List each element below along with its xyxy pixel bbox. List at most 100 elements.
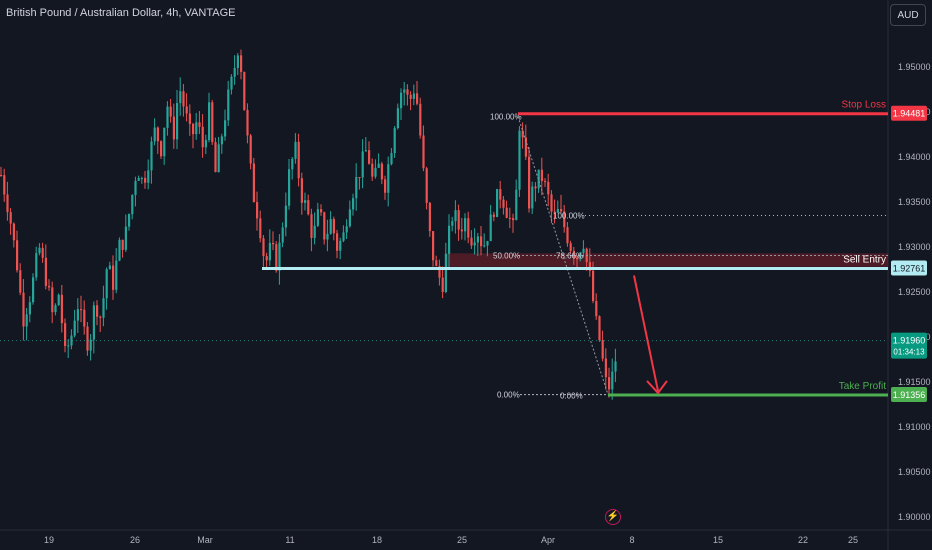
y-tick-label: 1.92500 xyxy=(898,287,931,297)
candle xyxy=(252,163,255,203)
projection-arrow xyxy=(633,275,659,392)
candle xyxy=(323,212,326,240)
candle xyxy=(428,202,431,232)
current-price-tag xyxy=(891,332,927,359)
candle xyxy=(198,122,201,127)
x-tick-label: 26 xyxy=(130,535,140,545)
candle xyxy=(508,217,511,219)
candle xyxy=(281,227,284,243)
candle xyxy=(448,225,451,254)
candle xyxy=(16,240,19,271)
candle xyxy=(0,175,3,176)
candle xyxy=(188,113,191,124)
take-profit-price: 1.91356 xyxy=(893,390,926,400)
candle xyxy=(288,169,291,206)
candle xyxy=(76,309,79,321)
candle xyxy=(355,177,358,199)
current-price: 1.91960 xyxy=(893,336,926,346)
candle xyxy=(118,239,121,261)
x-tick-label: 18 xyxy=(372,535,382,545)
candle xyxy=(579,252,582,260)
candle xyxy=(566,227,569,244)
candle xyxy=(339,240,342,251)
candle xyxy=(544,181,547,183)
candle xyxy=(224,120,227,137)
candle xyxy=(89,339,92,351)
candle xyxy=(92,305,95,340)
candle xyxy=(361,151,364,178)
y-tick-label: 1.90000 xyxy=(898,512,931,522)
candle xyxy=(121,239,124,250)
x-tick-label: 22 xyxy=(798,535,808,545)
candle xyxy=(32,277,35,303)
candle xyxy=(380,163,383,180)
candle xyxy=(105,269,108,299)
candle xyxy=(172,116,175,140)
x-tick-label: Mar xyxy=(197,535,213,545)
candle xyxy=(598,316,601,341)
candle xyxy=(505,207,508,218)
candle xyxy=(48,285,51,288)
x-tick-label: 19 xyxy=(44,535,54,545)
candle xyxy=(233,68,236,77)
candle xyxy=(57,294,60,306)
candle xyxy=(572,250,575,258)
candle xyxy=(377,163,380,168)
candle xyxy=(259,218,262,239)
candle xyxy=(153,127,156,142)
candle xyxy=(80,309,83,311)
x-tick-label: Apr xyxy=(541,535,555,545)
flash-icon[interactable]: ⚡ xyxy=(605,509,621,525)
candle xyxy=(227,89,230,121)
candle xyxy=(163,127,166,157)
candle xyxy=(307,200,310,215)
candle xyxy=(432,231,435,261)
candle xyxy=(473,242,476,246)
sell-entry-price: 1.92761 xyxy=(893,264,926,274)
sell-entry-price-tag xyxy=(891,260,927,276)
candle xyxy=(284,205,287,228)
candle xyxy=(374,167,377,177)
candle xyxy=(41,247,44,258)
candle xyxy=(611,371,614,390)
projection-arrowhead xyxy=(646,380,668,395)
candle xyxy=(275,244,278,271)
candle xyxy=(156,127,159,142)
candle xyxy=(185,106,188,114)
candle xyxy=(444,253,447,292)
candle xyxy=(9,212,12,224)
candle xyxy=(467,218,470,238)
candle xyxy=(204,140,207,148)
fib-level-label: 78.66% xyxy=(556,252,583,261)
candle xyxy=(486,241,489,246)
bar-countdown: 01:34:13 xyxy=(893,348,925,357)
candle xyxy=(28,302,31,315)
candle xyxy=(278,242,281,271)
candle xyxy=(345,226,348,233)
candle xyxy=(230,76,233,90)
candle xyxy=(569,243,572,251)
candle xyxy=(182,91,185,107)
candle xyxy=(422,135,425,169)
candle xyxy=(358,177,361,179)
candle xyxy=(249,135,252,164)
candle xyxy=(291,158,294,170)
candle xyxy=(531,186,534,209)
candle xyxy=(294,141,297,159)
fib-level-label: 100.00% xyxy=(490,113,522,122)
x-tick-label: 11 xyxy=(285,535,294,545)
candle xyxy=(326,233,329,240)
candle xyxy=(496,189,499,217)
candle xyxy=(208,102,211,141)
candle xyxy=(336,233,339,251)
candle xyxy=(86,326,89,351)
candle xyxy=(300,178,303,203)
candle xyxy=(457,210,460,230)
candle xyxy=(83,309,86,327)
candle xyxy=(489,214,492,242)
currency-button[interactable]: AUD xyxy=(890,4,926,26)
candle xyxy=(67,345,70,347)
candle xyxy=(582,248,585,253)
